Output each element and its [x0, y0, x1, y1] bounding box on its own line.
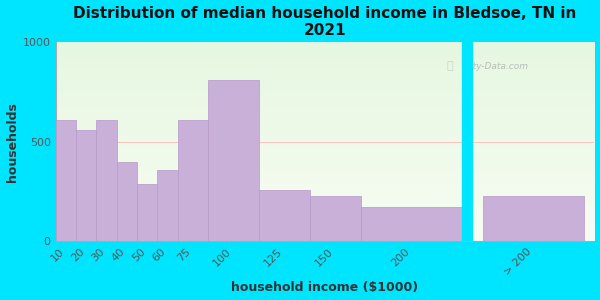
Text: City-Data.com: City-Data.com [465, 62, 529, 71]
Bar [259, 190, 310, 242]
Bar [157, 169, 178, 242]
Title: Distribution of median household income in Bledsoe, TN in
2021: Distribution of median household income … [73, 6, 577, 38]
Bar [56, 120, 76, 242]
Bar [96, 120, 116, 242]
Bar [462, 42, 472, 242]
Bar [482, 196, 584, 242]
Bar [361, 208, 462, 242]
Bar [310, 196, 361, 242]
Bar [178, 120, 208, 242]
Y-axis label: households: households [5, 102, 19, 182]
Bar [208, 80, 259, 242]
Text: ⓘ: ⓘ [446, 61, 453, 71]
Bar [116, 162, 137, 242]
Bar [76, 130, 96, 242]
Bar [137, 184, 157, 242]
X-axis label: household income ($1000): household income ($1000) [232, 281, 419, 294]
